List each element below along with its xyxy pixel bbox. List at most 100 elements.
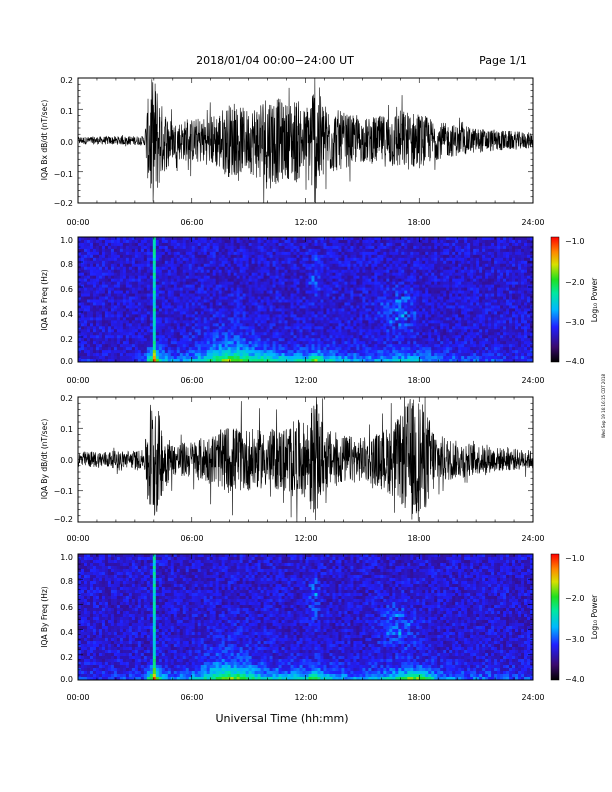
spectrogram-cell <box>155 329 160 333</box>
spectrogram-cell <box>119 284 124 288</box>
spectrogram-cell <box>176 281 181 286</box>
spectrogram-cell <box>269 353 273 357</box>
spectrogram-cell <box>251 287 256 291</box>
spectrogram-cell <box>197 353 202 357</box>
spectrogram-cell <box>257 341 261 345</box>
spectrogram-cell <box>362 335 366 339</box>
spectrogram-cell <box>413 314 417 318</box>
spectrogram-cell <box>314 281 318 286</box>
spectrogram-cell <box>278 305 282 309</box>
spectrogram-cell <box>152 272 157 277</box>
spectrogram-cell <box>167 269 172 274</box>
spectrogram-cell <box>362 359 366 363</box>
spectrogram-cell <box>230 350 235 354</box>
spectrogram-cell <box>158 335 163 339</box>
spectrogram-cell <box>302 284 306 288</box>
spectrogram-cell <box>131 287 136 291</box>
spectrogram-cell <box>215 278 220 283</box>
spectrogram-cell <box>164 359 169 363</box>
spectrogram-cell <box>308 344 312 348</box>
spectrogram-cell <box>245 302 250 306</box>
spectrogram-cell <box>173 278 178 283</box>
spectrogram-cell <box>365 305 369 309</box>
spectrogram-cell <box>158 290 163 294</box>
spectrogram-cell <box>131 338 136 342</box>
spectrogram-cell <box>233 314 238 318</box>
spectrogram-cell <box>413 308 417 312</box>
spectrogram-cell <box>182 347 187 351</box>
spectrogram-cell <box>152 251 157 256</box>
spectrogram-cell <box>347 347 351 351</box>
spectrogram-cell <box>89 302 94 306</box>
spectrogram-cell <box>326 341 330 345</box>
spectrogram-cell <box>314 242 318 247</box>
spectrogram-cell <box>146 266 151 271</box>
spectrogram-cell <box>110 251 115 256</box>
spectrogram-cell <box>125 284 130 288</box>
spectrogram-cell <box>122 293 127 297</box>
spectrogram-cell <box>353 290 357 294</box>
spectrogram-cell <box>353 308 357 312</box>
spectrogram-cell <box>140 323 145 327</box>
spectrogram-cell <box>353 299 357 303</box>
spectrogram-cell <box>101 302 106 306</box>
spectrogram-cell <box>92 356 97 360</box>
spectrogram-cell <box>149 272 154 277</box>
spectrogram-cell <box>350 350 354 354</box>
spectrogram-cell <box>209 281 214 286</box>
spectrogram-cell <box>380 260 384 265</box>
spectrogram-cell <box>173 272 178 277</box>
spectrogram-cell <box>212 344 217 348</box>
spectrogram-cell <box>353 237 357 241</box>
spectrogram-cell <box>320 347 324 351</box>
spectrogram-cell <box>179 350 184 354</box>
spectrogram-cell <box>170 275 175 280</box>
spectrogram-cell <box>407 266 411 271</box>
spectrogram-cell <box>236 281 241 286</box>
spectrogram-cell <box>158 293 163 297</box>
spectrogram-cell <box>149 242 154 247</box>
spectrogram-cell <box>173 320 178 324</box>
spectrogram-cell <box>317 323 321 327</box>
spectrogram-cell <box>329 245 333 250</box>
spectrogram-cell <box>104 287 109 291</box>
spectrogram-cell <box>239 323 244 327</box>
spectrogram-cell <box>224 290 229 294</box>
spectrogram-cell <box>107 284 112 288</box>
spectrogram-cell <box>248 329 253 333</box>
spectrogram-cell <box>215 263 220 268</box>
spectrogram-cell <box>98 314 103 318</box>
spectrogram-cell <box>401 266 405 271</box>
spectrogram-cell <box>407 341 411 345</box>
spectrogram-cell <box>380 356 384 360</box>
spectrogram-cell <box>119 281 124 286</box>
spectrogram-cell <box>98 311 103 315</box>
spectrogram-cell <box>278 290 282 294</box>
spectrogram-cell <box>257 260 261 265</box>
spectrogram-cell <box>401 320 405 324</box>
spectrogram-cell <box>323 356 327 360</box>
spectrogram-cell <box>158 341 163 345</box>
spectrogram-cell <box>89 272 94 277</box>
spectrogram-cell <box>305 242 309 247</box>
spectrogram-cell <box>179 275 184 280</box>
spectrogram-cell <box>134 275 139 280</box>
spectrogram-cell <box>335 251 339 256</box>
spectrogram-cell <box>239 329 244 333</box>
spectrogram-cell <box>179 323 184 327</box>
spectrogram-cell <box>305 329 309 333</box>
spectrogram-cell <box>179 272 184 277</box>
spectrogram-cell <box>416 317 420 321</box>
spectrogram-cell <box>137 242 142 247</box>
spectrogram-cell <box>188 308 193 312</box>
spectrogram-cell <box>344 302 348 306</box>
spectrogram-cell <box>317 284 321 288</box>
spectrogram-cell <box>149 260 154 265</box>
spectrogram-cell <box>401 269 405 274</box>
spectrogram-cell <box>218 317 223 321</box>
spectrogram-cell <box>206 281 211 286</box>
spectrogram-cell <box>197 248 202 253</box>
spectrogram-cell <box>257 239 261 244</box>
spectrogram-cell <box>146 347 151 351</box>
spectrogram-cell <box>251 359 256 363</box>
